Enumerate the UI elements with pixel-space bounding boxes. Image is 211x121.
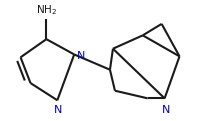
Text: N: N [77, 51, 86, 61]
Text: N: N [54, 105, 62, 115]
Text: NH$_2$: NH$_2$ [36, 3, 57, 17]
Text: N: N [161, 105, 170, 115]
